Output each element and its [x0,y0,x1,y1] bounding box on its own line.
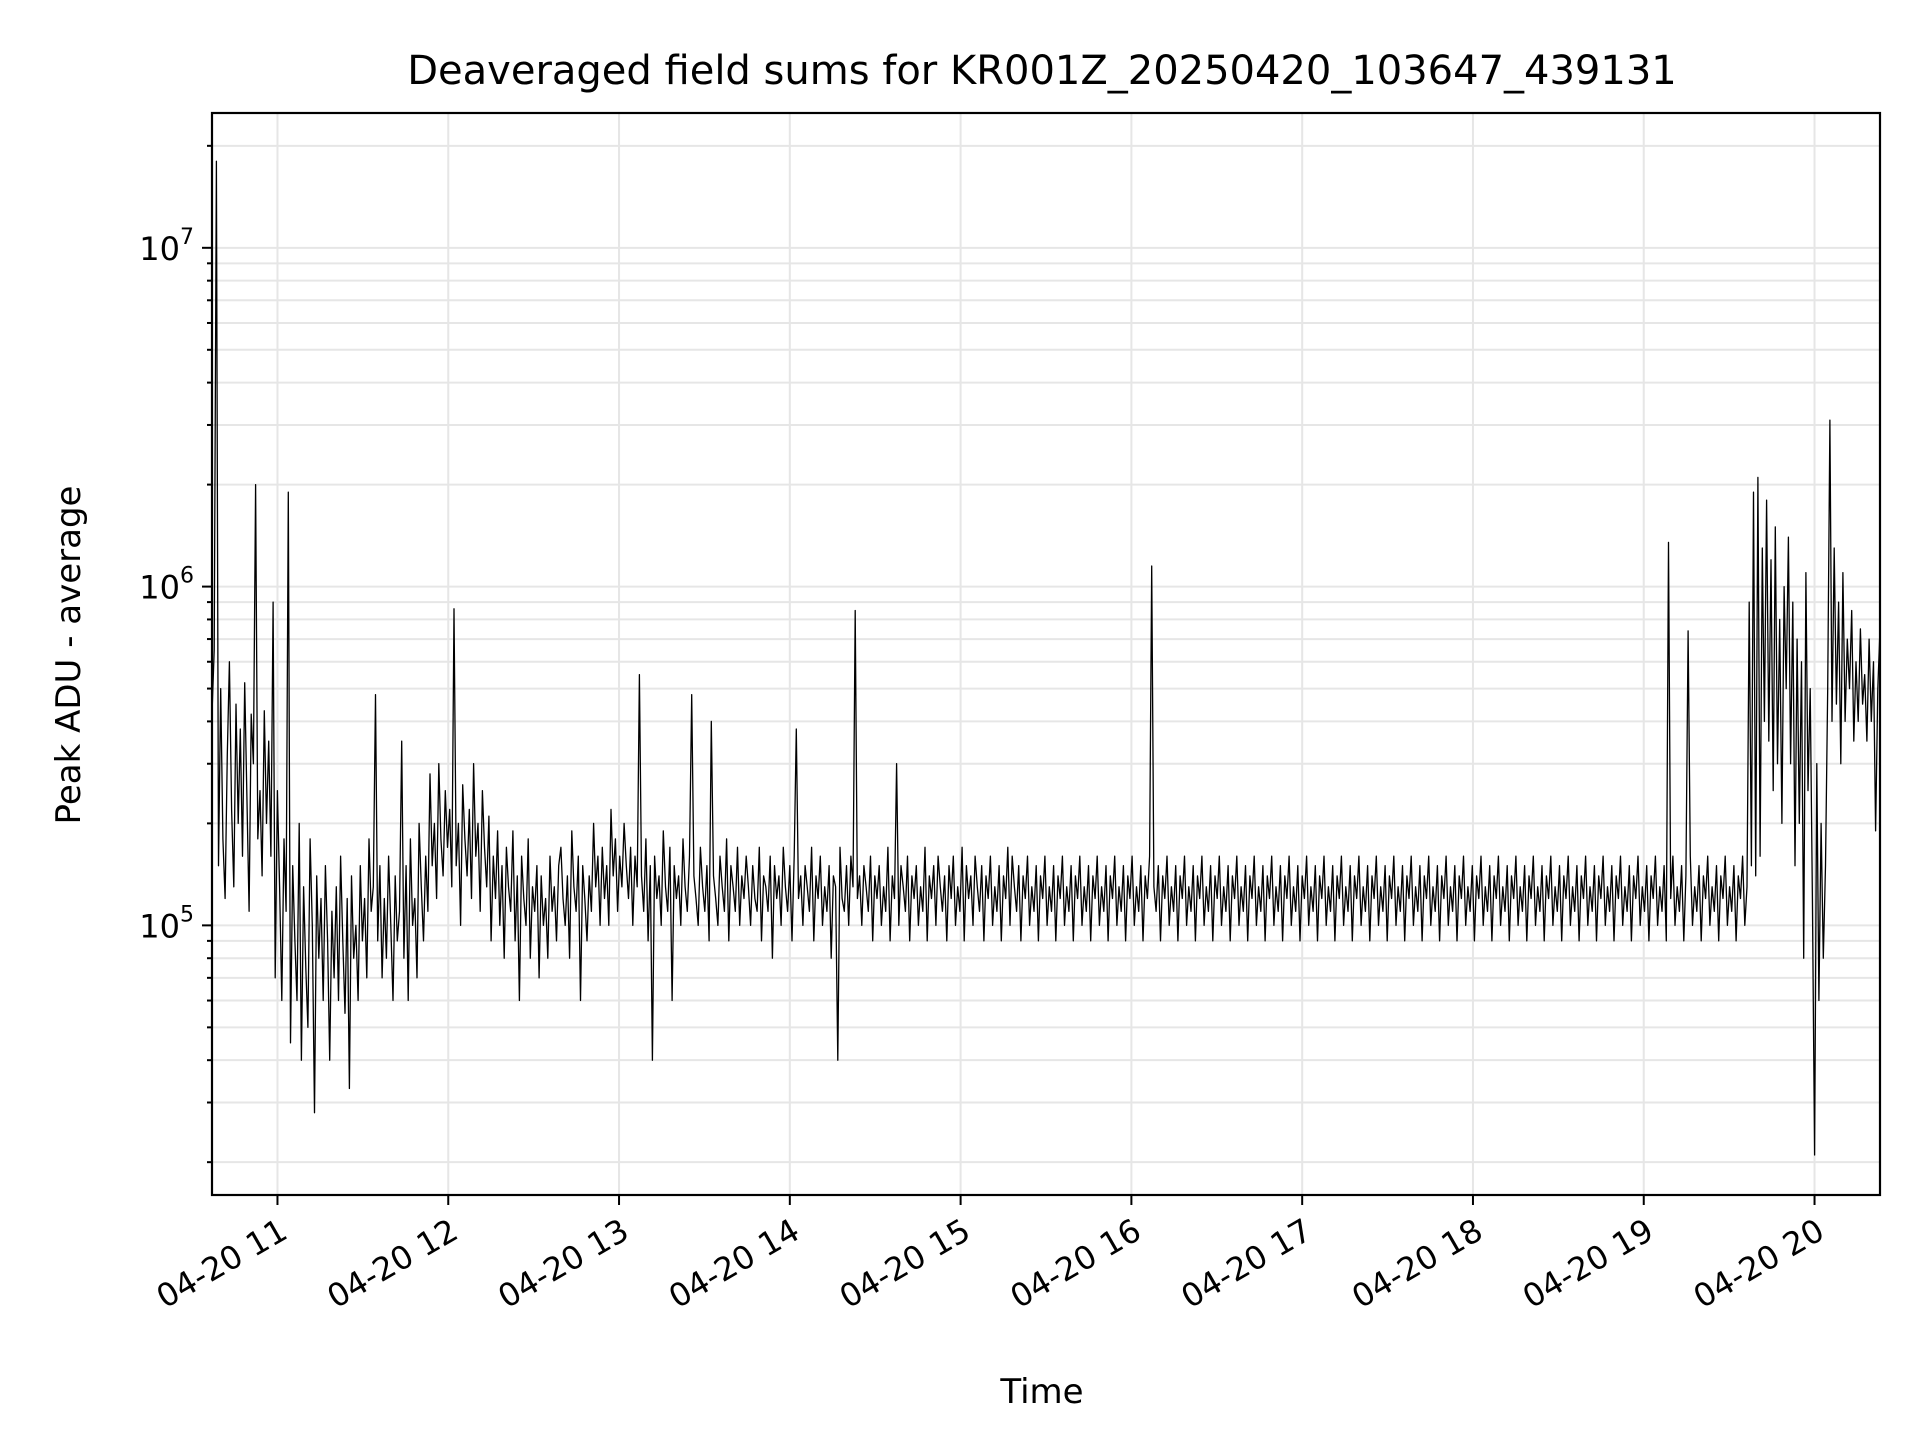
y-axis-label: Peak ADU - average [49,486,89,825]
chart-title: Deaveraged field sums for KR001Z_2025042… [407,48,1676,94]
y-tick-label: 105 [139,902,194,945]
y-tick-label: 107 [139,225,194,268]
series-line [211,160,1881,1156]
series-layer [211,160,1881,1156]
grid-lines [212,113,1880,1195]
y-tick-label: 106 [139,564,194,607]
plot-frame [210,111,1882,1197]
x-axis-label: Time [999,1372,1083,1412]
